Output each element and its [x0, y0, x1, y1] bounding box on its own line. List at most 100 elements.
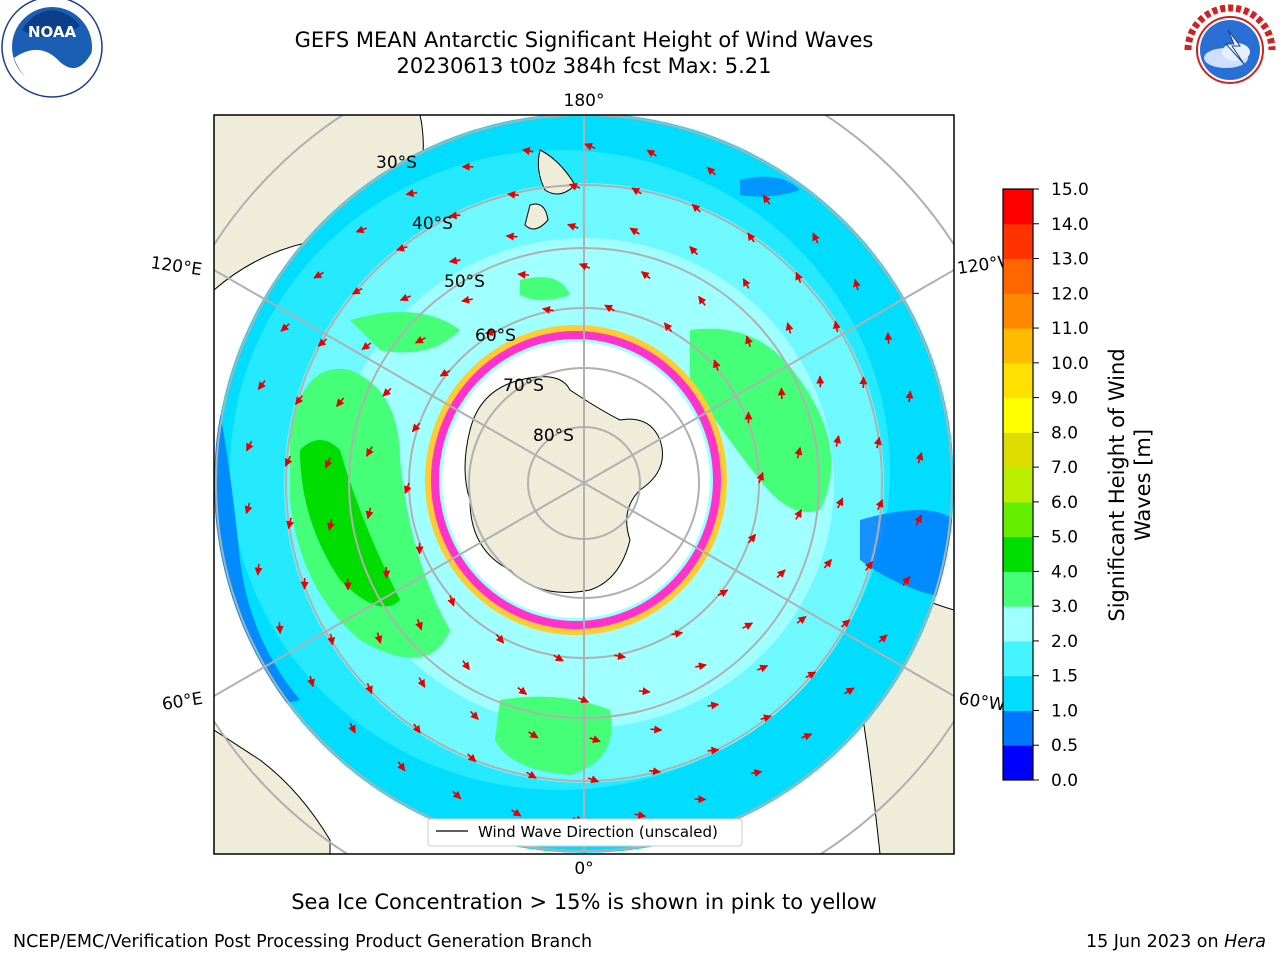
wind-wave-arrow — [706, 166, 716, 176]
colorbar-bin — [1003, 432, 1033, 468]
land-new-zealand — [524, 149, 576, 230]
colorbar-tick-label: 9.0 — [1051, 389, 1078, 409]
wind-wave-arrow — [396, 243, 408, 252]
wind-wave-arrow — [412, 723, 421, 734]
lat-label-40s: 40°S — [412, 214, 453, 234]
wind-wave-arrow — [794, 446, 803, 459]
wind-wave-arrow — [713, 359, 721, 371]
wind-wave-arrow — [884, 331, 893, 344]
colorbar-bin — [1003, 675, 1033, 711]
wind-wave-arrow — [382, 387, 392, 397]
colorbar-tick-label: 7.0 — [1051, 458, 1078, 478]
colorbar-bin — [1003, 501, 1033, 538]
wind-wave-arrow — [414, 336, 426, 344]
wind-wave-arrow — [495, 634, 505, 644]
wind-wave-arrow — [382, 566, 391, 579]
wind-wave-arrow — [448, 211, 461, 220]
wind-wave-arrow — [324, 457, 333, 469]
wind-wave-arrow — [405, 189, 418, 198]
wind-wave-arrow — [649, 767, 661, 776]
wind-wave-arrow — [650, 725, 663, 734]
colorbar-tick-label: 15.0 — [1051, 180, 1089, 200]
wind-wave-arrow — [470, 710, 479, 720]
wind-wave-arrow — [698, 295, 707, 306]
wind-wave-arrow — [517, 686, 528, 695]
wind-wave-arrow — [335, 397, 345, 408]
land-antarctica — [464, 376, 663, 593]
colorbar-bin — [1003, 710, 1033, 746]
colorbar-tick-label: 1.0 — [1051, 701, 1078, 721]
wind-wave-arrow — [399, 293, 411, 302]
wind-wave-arrow — [448, 256, 461, 265]
wind-wave-arrow — [411, 422, 421, 433]
colorbar-label-line1: Significant Height of Wind — [1105, 348, 1129, 621]
wind-wave-arrow — [796, 615, 807, 625]
colorbar-bin — [1003, 606, 1033, 642]
wind-wave-arrow — [526, 770, 537, 779]
colorbar-tick-label: 8.0 — [1051, 423, 1078, 443]
wind-wave-arrow — [902, 576, 911, 586]
wind-wave-arrow — [689, 246, 698, 256]
colorbar-bin — [1003, 328, 1033, 364]
lat-label-50s: 50°S — [444, 272, 485, 292]
wind-wave-arrow — [257, 380, 266, 390]
wind-wave-arrow — [365, 507, 374, 520]
wind-wave-arrow — [528, 730, 539, 739]
colorbar-bin — [1003, 467, 1033, 503]
wind-wave-arrow — [801, 732, 813, 741]
wind-wave-arrow — [832, 320, 841, 333]
wind-wave-arrow — [905, 390, 914, 403]
wind-wave-arrow — [439, 368, 451, 377]
sea-ice-pink — [431, 331, 721, 629]
wind-wave-arrow — [631, 187, 642, 196]
wind-wave-arrow — [294, 395, 304, 406]
colorbar-label-line2: Waves [m] — [1131, 429, 1155, 541]
wind-wave-arrow — [467, 753, 477, 763]
colorbar-bin — [1003, 362, 1033, 399]
wind-wave-arrow — [812, 232, 820, 244]
colorbar-bin — [1003, 536, 1033, 572]
wind-wave-arrow — [915, 451, 924, 464]
wind-wave-arrow — [417, 677, 426, 688]
colorbar-tick-label: 1.5 — [1051, 667, 1078, 687]
wind-wave-arrow — [351, 286, 363, 295]
wind-wave-arrow — [461, 660, 470, 671]
colorbar-bin — [1003, 223, 1033, 260]
colorbar-tick-label: 0.0 — [1051, 771, 1078, 791]
wind-wave-arrow — [853, 278, 861, 291]
colorbar-tick-label: 4.0 — [1051, 562, 1078, 582]
wind-wave-arrow — [707, 746, 720, 755]
wind-wave-arrow — [614, 652, 627, 660]
colorbar-tick-label: 12.0 — [1051, 284, 1089, 304]
lon-label-0: 0° — [574, 859, 593, 879]
wind-wave-arrows — [244, 143, 924, 823]
footer-branch: NCEP/EMC/Verification Post Processing Pr… — [13, 932, 593, 952]
wind-wave-arrow — [568, 182, 581, 191]
wind-wave-arrow — [823, 558, 833, 569]
wind-wave-arrow — [511, 808, 522, 817]
lat-label-80s: 80°S — [533, 426, 574, 446]
wind-wave-arrow — [365, 446, 374, 457]
lat-label-30s: 30°S — [376, 153, 417, 173]
footer-host: Hera — [1224, 932, 1266, 952]
colorbar-tick-label: 13.0 — [1051, 250, 1089, 270]
wind-wave-arrow — [785, 322, 794, 334]
colorbar-tick-label: 11.0 — [1051, 319, 1089, 339]
wind-wave-arrow — [403, 482, 412, 495]
wind-wave-arrow — [833, 435, 842, 447]
wind-wave-arrow — [671, 629, 684, 638]
wind-wave-arrow — [374, 632, 383, 644]
wind-wave-arrow — [717, 589, 729, 598]
wind-wave-arrow — [663, 322, 673, 332]
wind-wave-arrow — [745, 335, 753, 347]
wind-wave-arrow — [757, 664, 769, 673]
wind-wave-arrow — [361, 341, 372, 351]
wind-wave-arrow — [794, 509, 803, 520]
colorbar-tick-label: 10.0 — [1051, 354, 1089, 374]
wind-wave-arrow — [553, 653, 564, 662]
noaa-logo: NOAA — [1, 0, 103, 98]
wind-wave-arrow — [864, 560, 874, 571]
wind-wave-arrow — [604, 304, 615, 313]
wind-wave-arrow — [245, 440, 254, 452]
